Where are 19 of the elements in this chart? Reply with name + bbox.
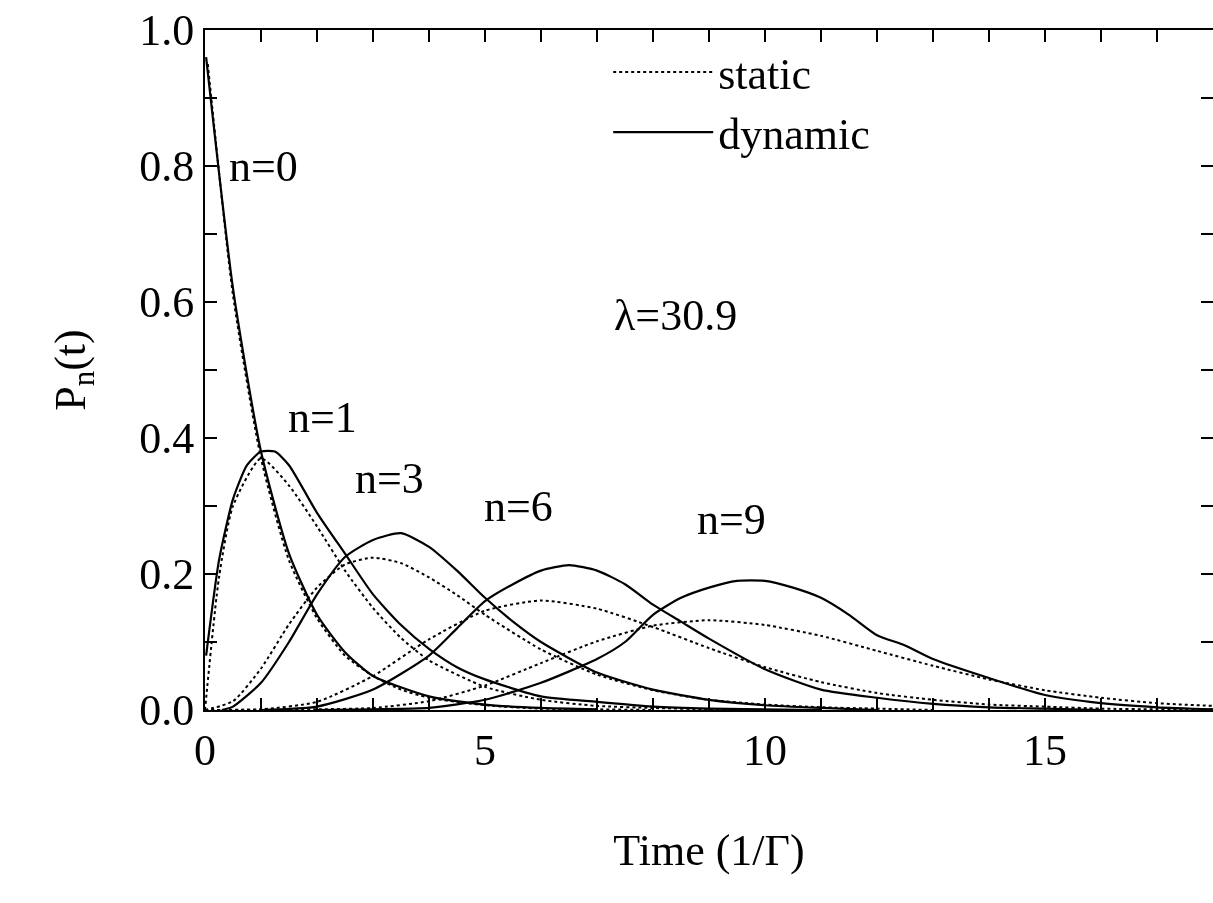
y-tick-label: 0.8 xyxy=(139,142,195,192)
y-tick-label: 1.0 xyxy=(139,6,195,56)
y-tick-label: 0.6 xyxy=(139,278,195,328)
legend-label: dynamic xyxy=(718,110,870,160)
y-tick-label: 0.2 xyxy=(139,550,195,600)
annotation: n=1 xyxy=(288,393,357,442)
y-tick-label: 0.4 xyxy=(139,414,195,464)
annotation: n=6 xyxy=(484,482,553,531)
y-tick-label: 0.0 xyxy=(139,686,195,736)
annotation: n=0 xyxy=(229,142,298,191)
annotation: n=3 xyxy=(355,454,424,503)
legend-label: static xyxy=(718,50,812,100)
x-axis-title: Time (1/Γ) xyxy=(613,825,805,875)
x-tick-label: 0 xyxy=(194,725,216,775)
annotation: n=9 xyxy=(697,495,766,544)
x-tick-label: 15 xyxy=(1023,725,1067,775)
annotation: λ=30.9 xyxy=(614,291,738,340)
x-tick-label: 10 xyxy=(743,725,787,775)
x-tick-label: 5 xyxy=(474,725,496,775)
